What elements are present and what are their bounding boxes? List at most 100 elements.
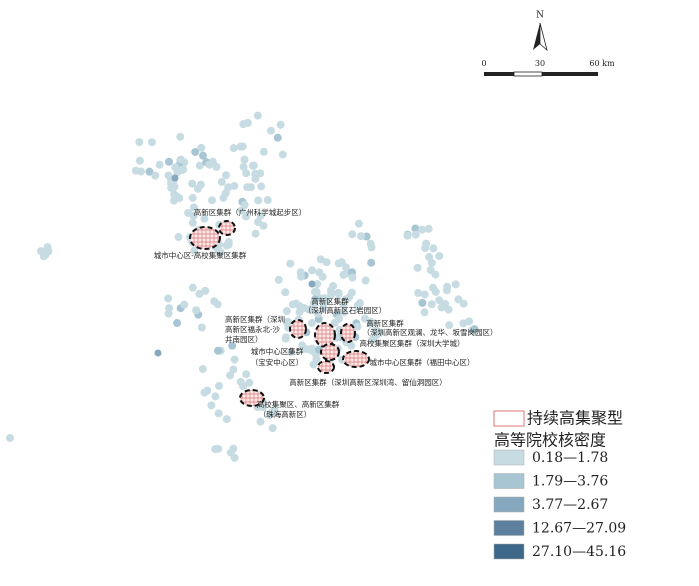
density-dot [230,181,239,190]
density-dot [341,295,350,304]
density-dot [268,424,277,433]
density-dot [361,276,370,285]
density-dot [229,365,238,374]
legend-swatch [493,520,525,536]
density-dot [254,218,263,227]
density-dot [413,263,422,272]
density-dot [418,225,427,234]
density-dot [411,230,420,239]
density-dot [239,162,248,171]
density-dot [188,179,197,188]
density-dot [414,288,423,297]
density-dot [226,448,235,457]
cluster-outline [317,360,335,374]
density-dot [427,300,436,309]
density-dot [180,300,189,309]
density-dot [188,283,197,292]
density-dot [219,193,228,202]
legend: 持续高集聚型 高等院校核密度 0.18—1.78 1.79—3.76 3.77—2.… [493,409,626,560]
cluster-outlines [189,220,370,407]
density-dot [176,155,185,164]
density-dot [154,349,162,357]
density-dot [155,160,164,169]
density-dot [151,171,160,180]
density-dot [312,287,321,296]
density-dot [214,409,223,418]
annotation: 高新区集群（深圳高新区深圳湾、留仙洞园区） [289,377,447,387]
density-dot [420,308,429,317]
density-dot [303,345,312,354]
cluster-outline [342,350,370,368]
density-dot [347,288,356,297]
density-dot [322,258,331,267]
density-dot [312,355,321,364]
density-dot [191,147,200,156]
annotation: 高新区集群 [366,318,404,328]
annotation: （珠海高新区） [259,409,312,419]
annotation: 城市中心区集群（福田中心区） [370,357,475,367]
density-dot [418,298,427,307]
density-dot [248,161,257,170]
annotation: 高新区集群（深圳 [225,314,285,324]
density-dot [282,318,291,327]
density-dot [195,161,204,170]
density-dot [431,270,440,279]
density-dot [164,294,173,303]
density-dot [353,301,362,310]
density-dot [164,157,173,166]
density-dot [292,299,301,308]
density-dot [339,270,348,279]
density-dot [205,160,214,169]
density-dot [254,196,263,205]
density-dots [6,111,479,462]
density-dot [170,190,179,199]
density-dot [314,309,323,318]
density-dot [170,182,179,191]
density-dot [164,309,173,318]
density-dot [444,305,453,314]
density-dot [197,143,206,152]
density-dot [189,211,198,220]
density-dot [228,341,237,350]
scale-label: 60 km [589,59,615,68]
density-dot [6,434,14,442]
density-dot [451,280,460,289]
density-dot [176,132,185,141]
density-dot [278,150,287,159]
legend-hatch-label: 持续高集聚型 [527,409,623,428]
density-dot [308,266,317,275]
annotation: 高校集聚区、高新区集群 [257,399,340,409]
annotation: （深圳高新区石岩园区） [304,305,387,315]
north-label: N [536,11,544,21]
cluster-outline [239,389,265,407]
density-dot [424,224,433,233]
density-dot [445,321,454,330]
density-dot [357,232,366,241]
density-dot [322,297,331,306]
density-dot [266,126,275,135]
density-dot [131,166,140,175]
density-dot [274,275,283,284]
density-dot [316,255,325,264]
density-dot [147,138,156,147]
density-dot [300,304,309,313]
density-dot [197,323,206,332]
density-dot [222,171,231,180]
legend-label: 27.10—45.16 [532,544,626,560]
annotation: 城市中心区集群 [251,346,304,356]
annotation: （宝安中心区） [251,357,304,367]
density-dot [281,288,290,297]
density-dot [214,444,223,453]
annotation: 高校集聚区集群（深圳大学城） [360,338,465,348]
density-dot [229,144,238,153]
legend-label: 12.67—27.09 [532,521,626,537]
cluster-outline [320,343,340,361]
density-dot [135,138,144,147]
legend-label: 1.79—3.76 [532,474,608,490]
density-dot [353,322,362,331]
density-dot [327,290,336,299]
density-dot [411,224,420,233]
density-dot [259,147,268,156]
cluster-outline [189,226,221,250]
